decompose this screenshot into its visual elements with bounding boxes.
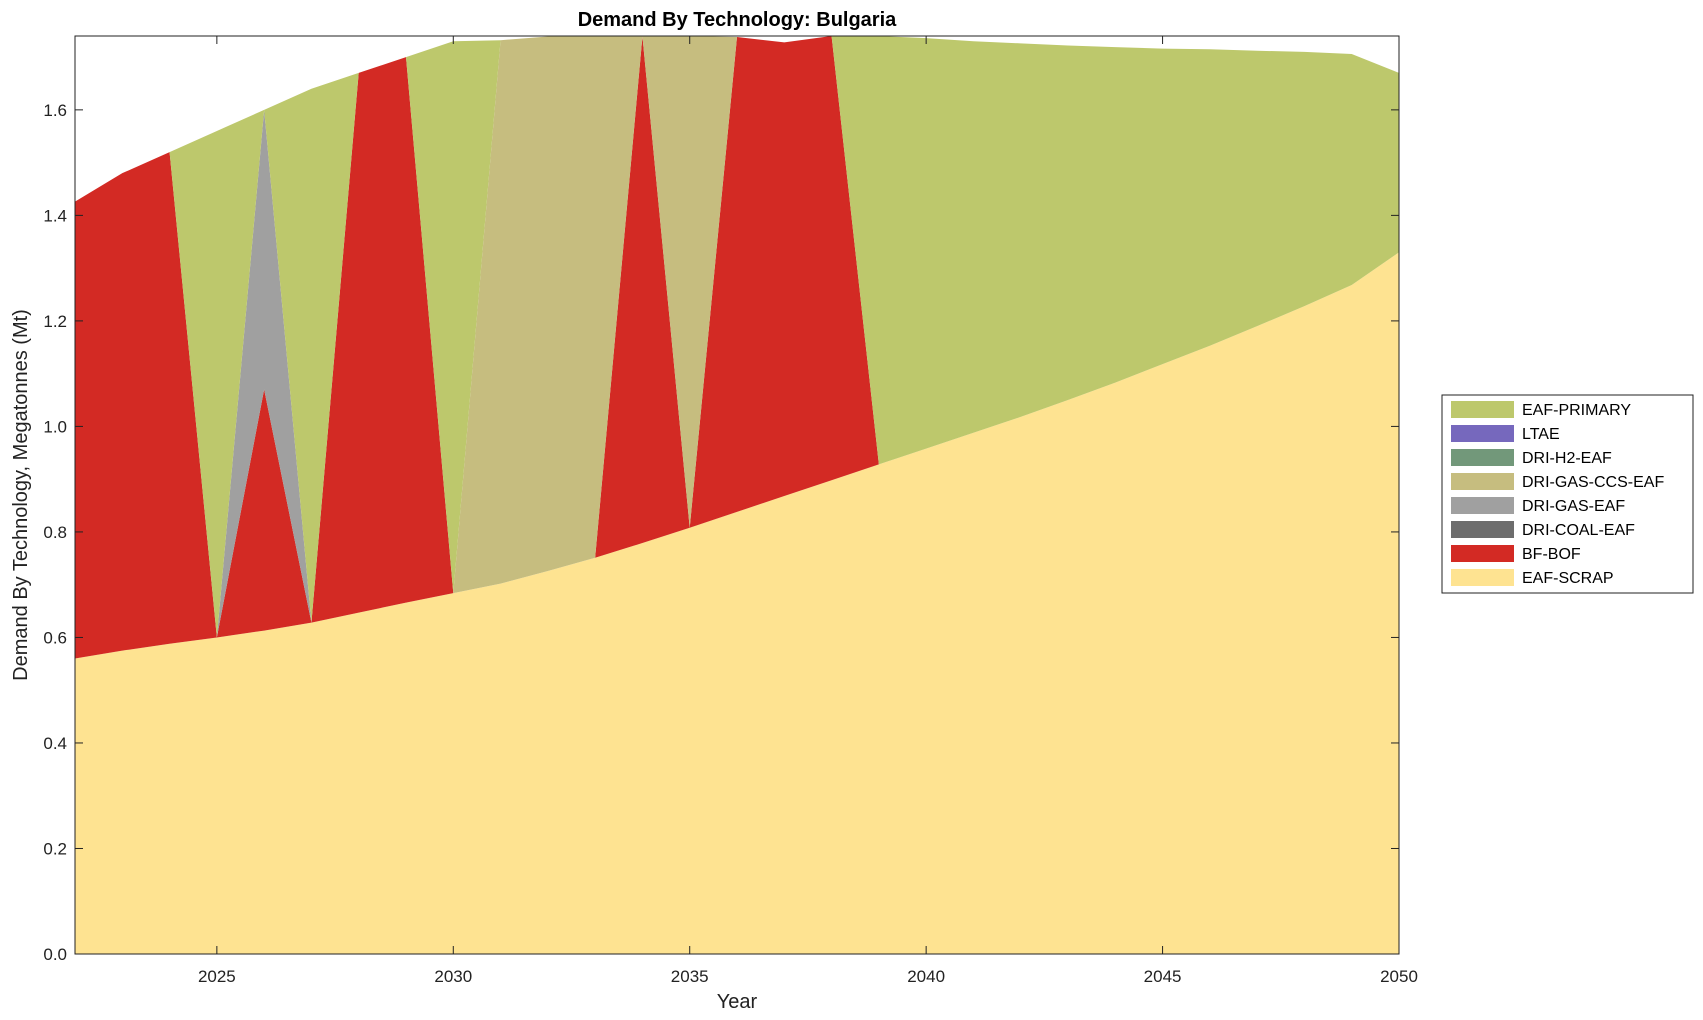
x-tick-label: 2040 xyxy=(907,967,945,986)
plot-frame xyxy=(74,35,1400,955)
y-tick-label: 1.6 xyxy=(43,101,67,120)
legend-label-dri-coal-eaf: DRI-COAL-EAF xyxy=(1522,522,1635,539)
legend: EAF-PRIMARY LTAE DRI-H2-EAF DRI-GAS-CCS-EAF… xyxy=(1441,394,1694,594)
legend-swatch-eaf-primary xyxy=(1451,401,1514,418)
legend-label-bf-bof: BF-BOF xyxy=(1522,546,1581,563)
y-tick-label: 1.2 xyxy=(43,312,67,331)
legend-swatch-bf-bof xyxy=(1451,545,1514,562)
legend-swatch-dri-gas-ccs-eaf xyxy=(1451,473,1514,490)
y-tick-label: 0.4 xyxy=(43,734,67,753)
y-tick-label: 0.0 xyxy=(43,945,67,964)
x-tick-label: 2030 xyxy=(434,967,472,986)
legend-label-eaf-primary: EAF-PRIMARY xyxy=(1522,402,1631,419)
area-bf-bof xyxy=(75,36,1399,659)
legend-swatch-dri-gas-eaf xyxy=(1451,497,1514,514)
x-axis: 2025 2030 2035 2040 2045 2050 xyxy=(198,36,1418,986)
y-tick-label: 0.6 xyxy=(43,628,67,647)
y-axis-label: Demand By Technology, Megatonnes (Mt) xyxy=(10,309,32,681)
legend-box xyxy=(1441,394,1694,594)
x-axis-label: Year xyxy=(717,991,758,1013)
legend-swatch-ltae xyxy=(1451,425,1514,442)
legend-label-eaf-scrap: EAF-SCRAP xyxy=(1522,570,1614,587)
y-axis: 0.0 0.2 0.4 0.6 0.8 1.0 1.2 1.4 1.6 xyxy=(43,101,1399,964)
y-tick-label: 0.8 xyxy=(43,523,67,542)
legend-label-ltae: LTAE xyxy=(1522,426,1560,443)
area-eaf-primary xyxy=(75,36,1399,638)
x-tick-label: 2050 xyxy=(1380,967,1418,986)
x-tick-label: 2035 xyxy=(671,967,709,986)
chart-title: Demand By Technology: Bulgaria xyxy=(578,9,897,31)
y-tick-label: 0.2 xyxy=(43,839,67,858)
x-tick-label: 2025 xyxy=(198,967,236,986)
y-tick-label: 1.4 xyxy=(43,206,67,225)
area-eaf-scrap xyxy=(75,252,1399,954)
plot-areas xyxy=(75,36,1399,954)
legend-swatch-dri-h2-eaf xyxy=(1451,449,1514,466)
legend-swatch-dri-coal-eaf xyxy=(1451,521,1514,538)
legend-swatch-eaf-scrap xyxy=(1451,569,1514,586)
legend-label-dri-gas-eaf: DRI-GAS-EAF xyxy=(1522,498,1625,515)
x-tick-label: 2045 xyxy=(1144,967,1182,986)
y-tick-label: 1.0 xyxy=(43,417,67,436)
legend-label-dri-gas-ccs-eaf: DRI-GAS-CCS-EAF xyxy=(1522,474,1664,491)
legend-label-dri-h2-eaf: DRI-H2-EAF xyxy=(1522,450,1612,467)
